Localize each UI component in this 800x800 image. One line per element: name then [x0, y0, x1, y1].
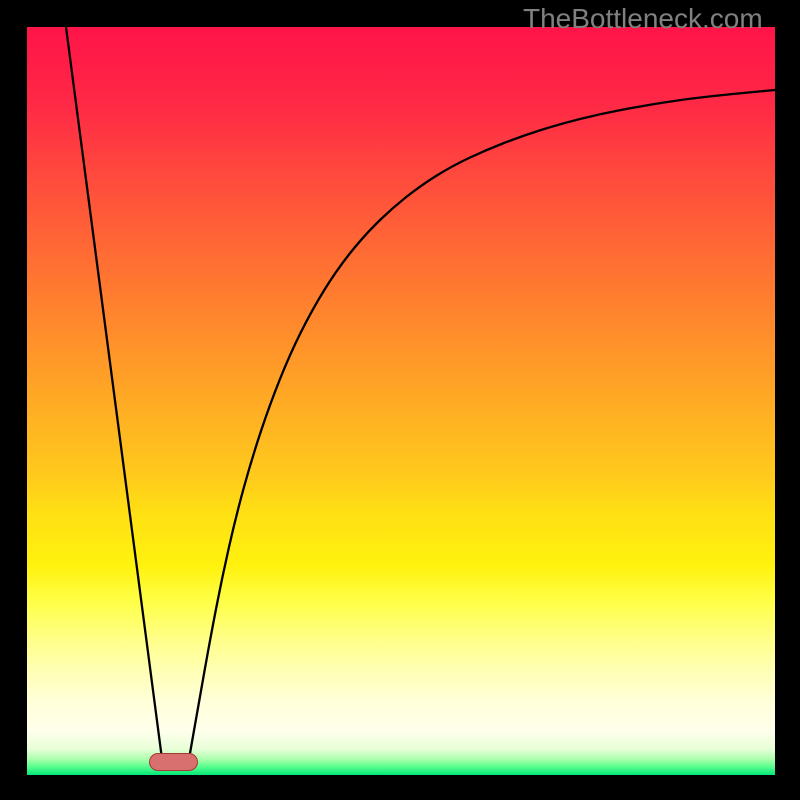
- watermark-text: TheBottleneck.com: [523, 3, 763, 35]
- plot-area: [27, 27, 775, 775]
- bottleneck-marker: [149, 753, 198, 771]
- chart-container: TheBottleneck.com: [0, 0, 800, 800]
- curve-layer: [27, 27, 775, 775]
